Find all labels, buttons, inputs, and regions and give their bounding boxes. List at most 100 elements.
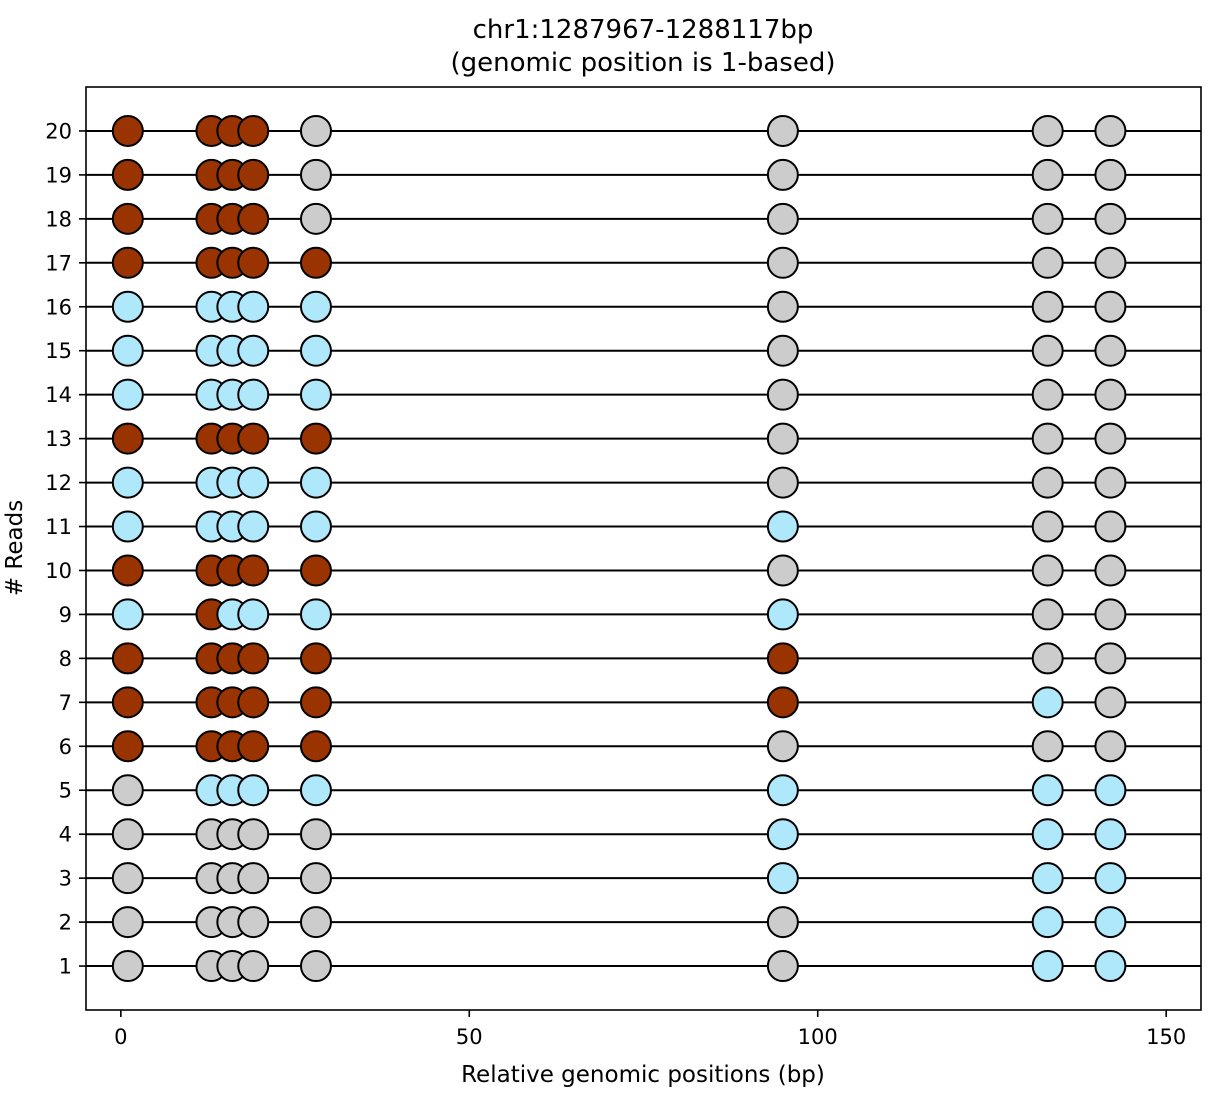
- cpg-point: [111, 774, 144, 807]
- cpg-point: [1031, 466, 1064, 499]
- cpg-points: [111, 114, 1127, 983]
- cpg-point: [1031, 114, 1064, 147]
- cpg-point: [237, 378, 270, 411]
- cpg-point: [111, 246, 144, 279]
- cpg-point: [1094, 554, 1127, 587]
- cpg-point: [1094, 114, 1127, 147]
- cpg-point: [1094, 466, 1127, 499]
- cpg-point: [766, 466, 799, 499]
- cpg-point: [237, 466, 270, 499]
- cpg-point: [111, 818, 144, 851]
- cpg-point: [1094, 906, 1127, 939]
- cpg-point: [1094, 202, 1127, 235]
- cpg-point: [1094, 378, 1127, 411]
- x-tick-label: 100: [798, 1025, 838, 1049]
- cpg-point: [299, 950, 332, 983]
- cpg-point: [111, 334, 144, 367]
- y-tick-label: 17: [45, 251, 72, 275]
- cpg-point: [1094, 246, 1127, 279]
- cpg-point: [1094, 862, 1127, 895]
- y-tick-label: 2: [59, 911, 72, 935]
- x-tick-label: 150: [1146, 1025, 1186, 1049]
- y-tick-label: 5: [59, 779, 72, 803]
- cpg-point: [1094, 422, 1127, 455]
- cpg-point: [1094, 158, 1127, 191]
- cpg-point: [237, 818, 270, 851]
- cpg-point: [766, 158, 799, 191]
- y-tick-label: 20: [45, 119, 72, 143]
- chart-title-line1: chr1:1287967-1288117bp: [473, 15, 814, 45]
- cpg-point: [111, 378, 144, 411]
- cpg-point: [299, 774, 332, 807]
- y-tick-label: 1: [59, 955, 72, 979]
- cpg-point: [1094, 598, 1127, 631]
- cpg-point: [237, 510, 270, 543]
- y-tick-label: 18: [45, 207, 72, 231]
- cpg-point: [766, 950, 799, 983]
- y-tick-label: 8: [59, 647, 72, 671]
- cpg-point: [111, 158, 144, 191]
- cpg-point: [299, 114, 332, 147]
- cpg-point: [299, 378, 332, 411]
- x-tick-label: 50: [456, 1025, 483, 1049]
- cpg-point: [237, 422, 270, 455]
- y-tick-label: 6: [59, 735, 72, 759]
- y-axis-label: # Reads: [2, 500, 28, 596]
- y-tick-label: 14: [45, 383, 72, 407]
- cpg-point: [766, 378, 799, 411]
- cpg-point: [1031, 246, 1064, 279]
- cpg-point: [299, 510, 332, 543]
- cpg-point: [111, 686, 144, 719]
- cpg-point: [766, 686, 799, 719]
- cpg-point: [111, 510, 144, 543]
- cpg-point: [1094, 686, 1127, 719]
- cpg-point: [1094, 774, 1127, 807]
- cpg-point: [237, 862, 270, 895]
- cpg-point: [766, 642, 799, 675]
- y-tick-label: 19: [45, 163, 72, 187]
- cpg-point: [111, 554, 144, 587]
- cpg-point: [299, 246, 332, 279]
- cpg-point: [111, 906, 144, 939]
- cpg-point: [237, 950, 270, 983]
- cpg-point: [237, 554, 270, 587]
- y-tick-label: 12: [45, 471, 72, 495]
- cpg-point: [299, 818, 332, 851]
- cpg-point: [299, 730, 332, 763]
- x-axis-label: Relative genomic positions (bp): [461, 1062, 825, 1088]
- cpg-point: [237, 906, 270, 939]
- cpg-point: [111, 202, 144, 235]
- cpg-point: [111, 950, 144, 983]
- cpg-point: [1094, 290, 1127, 323]
- cpg-point: [766, 862, 799, 895]
- cpg-point: [111, 466, 144, 499]
- cpg-point: [1031, 290, 1064, 323]
- cpg-point: [766, 422, 799, 455]
- y-tick-label: 16: [45, 295, 72, 319]
- plot-frame: [85, 86, 1202, 1011]
- y-tick-label: 3: [59, 867, 72, 891]
- cpg-point: [299, 290, 332, 323]
- cpg-point: [237, 202, 270, 235]
- cpg-point: [766, 598, 799, 631]
- cpg-point: [111, 730, 144, 763]
- cpg-point: [1031, 686, 1064, 719]
- cpg-point: [1031, 950, 1064, 983]
- y-tick-label: 10: [45, 559, 72, 583]
- cpg-point: [1094, 334, 1127, 367]
- cpg-point: [766, 730, 799, 763]
- cpg-point: [237, 598, 270, 631]
- cpg-point: [766, 774, 799, 807]
- cpg-point: [237, 730, 270, 763]
- cpg-point: [1031, 554, 1064, 587]
- cpg-point: [299, 334, 332, 367]
- cpg-point: [766, 334, 799, 367]
- cpg-point: [299, 554, 332, 587]
- cpg-point: [1031, 730, 1064, 763]
- cpg-point: [237, 158, 270, 191]
- chart-title-line2: (genomic position is 1-based): [451, 48, 836, 78]
- cpg-point: [766, 246, 799, 279]
- cpg-point: [111, 598, 144, 631]
- cpg-point: [766, 202, 799, 235]
